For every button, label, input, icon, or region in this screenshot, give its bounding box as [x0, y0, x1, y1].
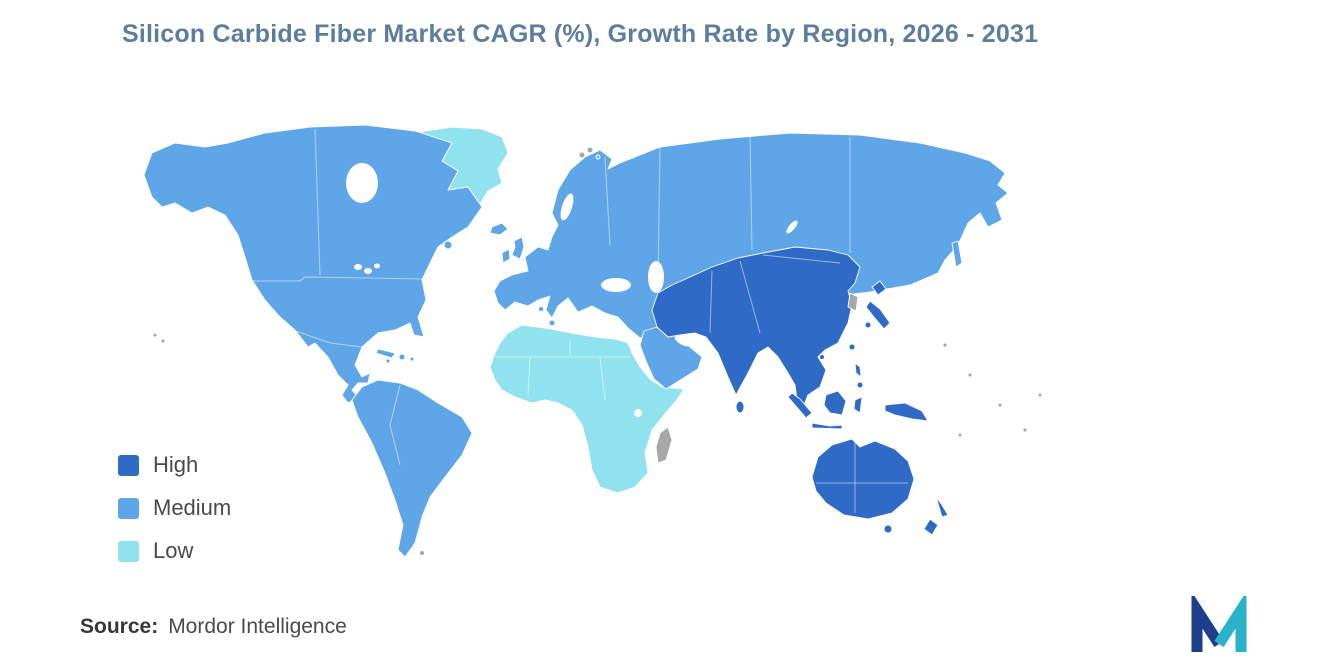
source-line: Source: Mordor Intelligence	[80, 615, 347, 639]
country-borders	[240, 128, 908, 513]
world-map	[143, 124, 1043, 558]
region-asia-pacific	[651, 246, 929, 430]
chart-title: Silicon Carbide Fiber Market CAGR (%), G…	[122, 20, 1039, 48]
legend-label-low: Low	[153, 538, 194, 563]
source-label: Source:	[80, 615, 159, 638]
legend-swatch-low	[118, 540, 139, 562]
region-africa	[489, 324, 685, 494]
mordor-intelligence-logo	[1191, 596, 1247, 652]
legend-swatch-medium	[118, 497, 139, 519]
legend-swatch-high	[118, 454, 139, 476]
source-value: Mordor Intelligence	[168, 615, 347, 638]
logo-left-stroke	[1191, 596, 1224, 652]
legend: High Medium Low	[118, 452, 231, 581]
legend-label-medium: Medium	[153, 495, 232, 520]
legend-label-high: High	[153, 452, 199, 477]
region-south-america	[351, 379, 473, 558]
inland-seas	[346, 163, 798, 417]
logo-right-stroke	[1214, 596, 1247, 652]
no-data-regions	[152, 146, 1043, 556]
legend-item-low: Low	[118, 538, 231, 564]
region-north-america	[143, 124, 483, 404]
legend-item-medium: Medium	[118, 495, 231, 521]
legend-item-high: High	[118, 452, 231, 478]
region-australia-oceania	[811, 438, 949, 536]
region-europe	[489, 222, 556, 327]
